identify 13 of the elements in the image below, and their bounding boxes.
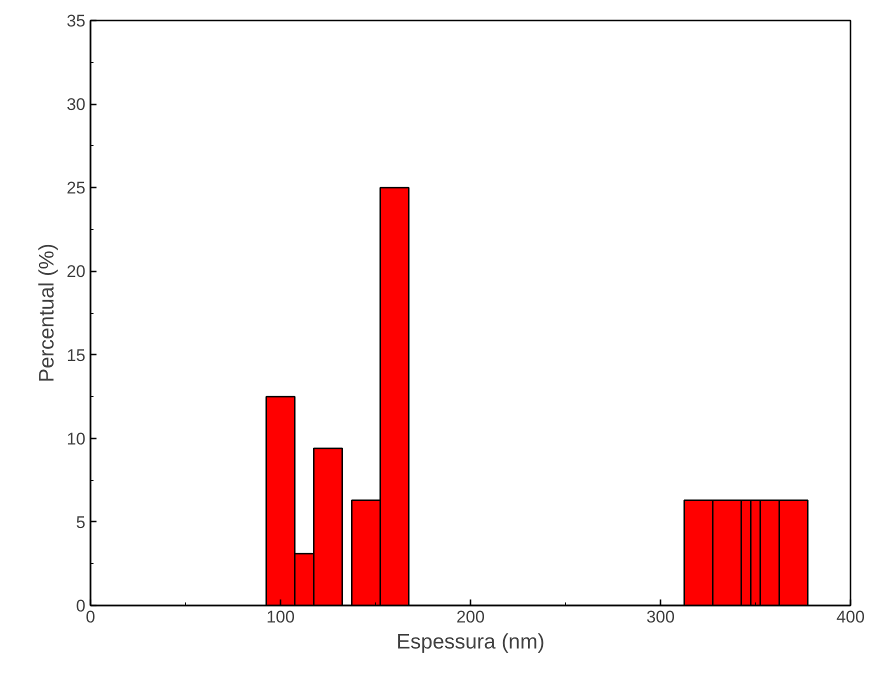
x-axis-title: Espessura (nm) [396,630,545,654]
y-tick-label: 20 [66,262,86,282]
x-tick-label: 400 [836,608,865,626]
y-tick-label: 25 [66,178,86,198]
y-tick-label: 35 [66,12,86,30]
y-axis-title: Percentual (%) [36,244,59,382]
x-tick-label: 200 [456,608,485,626]
y-tick-label: 10 [66,429,86,448]
y-tick-label: 15 [66,346,86,365]
x-tick-label: 300 [646,608,675,626]
x-tick-label: 100 [266,608,295,626]
y-tick-label: 5 [76,512,86,532]
y-tick-label: 30 [66,95,86,114]
